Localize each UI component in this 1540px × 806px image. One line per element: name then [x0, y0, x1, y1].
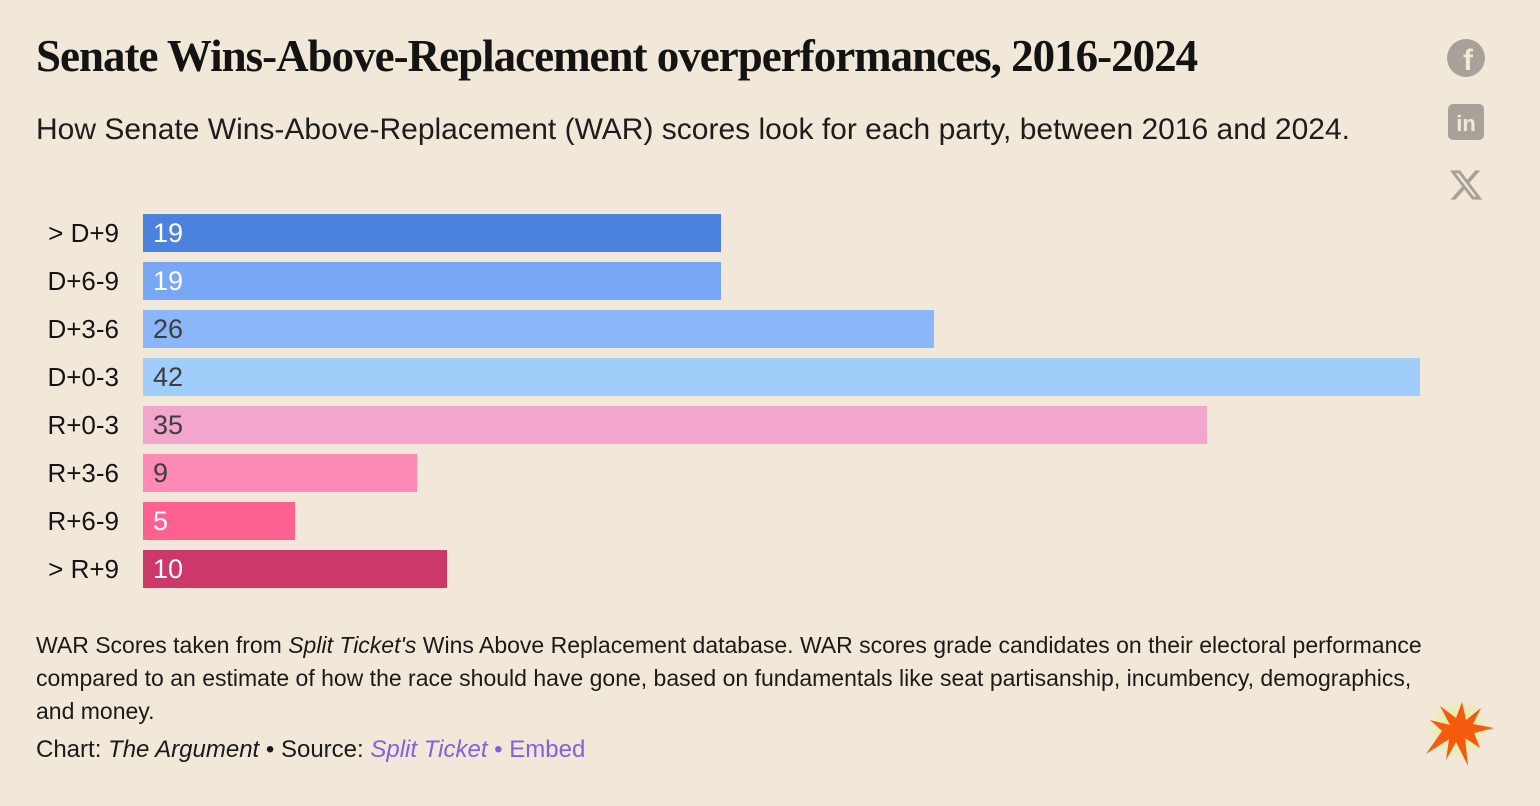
bar-track: 35 [143, 406, 1420, 444]
category-label: D+6-9 [47, 266, 119, 296]
separator-dot: • [259, 736, 281, 763]
bar-value-label: 9 [153, 457, 169, 488]
bar: 10 [143, 550, 448, 588]
bar-track: 9 [143, 454, 1420, 492]
chart-row: > D+9 19 [36, 214, 1420, 252]
chart-credit-label: Chart: [36, 736, 109, 763]
credit-line: Chart: The Argument • Source: Split Tick… [36, 736, 585, 764]
bar-value-label: 5 [153, 505, 169, 536]
category-label: D+3-6 [47, 314, 119, 344]
bar-track: 26 [143, 310, 1420, 348]
bar-value-label: 35 [153, 409, 184, 440]
svg-text:in: in [1456, 111, 1476, 136]
separator-dot: • [487, 736, 510, 763]
embed-link[interactable]: Embed [509, 736, 586, 763]
bar-value-label: 42 [153, 361, 184, 392]
bar-value-label: 19 [153, 217, 184, 248]
source-label: Source: [280, 736, 371, 763]
bar: 42 [143, 358, 1420, 396]
bar-value-label: 19 [153, 265, 184, 296]
social-share-column: f in [1447, 39, 1485, 203]
bar: 19 [143, 214, 721, 252]
chart-row: D+0-3 42 [36, 358, 1420, 396]
category-label: R+6-9 [47, 506, 119, 536]
category-label: > R+9 [48, 554, 119, 584]
bar: 26 [143, 310, 934, 348]
bar-track: 19 [143, 214, 1420, 252]
chart-row: R+0-3 35 [36, 406, 1420, 444]
note-source-name: Split Ticket's [288, 632, 417, 658]
chart-row: > R+9 10 [36, 550, 1420, 588]
bar: 19 [143, 262, 721, 300]
chart-credit-name: The Argument [108, 736, 260, 763]
svg-text:f: f [1463, 44, 1474, 77]
argument-starburst-logo [1424, 700, 1496, 772]
bar-track: 19 [143, 262, 1420, 300]
chart-notes: WAR Scores taken from Split Ticket's Win… [36, 629, 1431, 728]
category-label: > D+9 [48, 218, 119, 248]
category-label: D+0-3 [47, 362, 119, 392]
chart-row: R+6-9 5 [36, 502, 1420, 540]
note-text: WAR Scores taken from [36, 632, 289, 658]
bar-track: 10 [143, 550, 1420, 588]
chart-row: D+3-6 26 [36, 310, 1420, 348]
facebook-icon[interactable]: f [1447, 39, 1485, 77]
chart-rows: > D+9 19 D+6-9 19 D+3-6 26 D+0-3 42 R+0-3 35 R+3-6… [36, 214, 1420, 588]
bar-track: 5 [143, 502, 1420, 540]
chart-row: R+3-6 9 [36, 454, 1420, 492]
chart-subtitle: How Senate Wins-Above-Replacement (WAR) … [36, 113, 1350, 146]
chart-row: D+6-9 19 [36, 262, 1420, 300]
source-link[interactable]: Split Ticket [370, 736, 488, 763]
category-label: R+0-3 [47, 410, 119, 440]
linkedin-icon[interactable]: in [1448, 104, 1484, 140]
bar: 5 [143, 502, 296, 540]
bar-track: 42 [143, 358, 1420, 396]
x-twitter-icon[interactable] [1447, 167, 1485, 203]
page-title: Senate Wins-Above-Replacement overperfor… [36, 31, 1198, 81]
category-label: R+3-6 [47, 458, 119, 488]
bar-value-label: 26 [153, 313, 184, 344]
bar: 35 [143, 406, 1208, 444]
bar-value-label: 10 [153, 553, 184, 584]
bar: 9 [143, 454, 417, 492]
note-text: Wins Above Replacement database. WAR sco… [36, 632, 1422, 724]
bar-chart: > D+9 19 D+6-9 19 D+3-6 26 D+0-3 42 R+0-3 35 R+3-6… [36, 214, 1420, 598]
